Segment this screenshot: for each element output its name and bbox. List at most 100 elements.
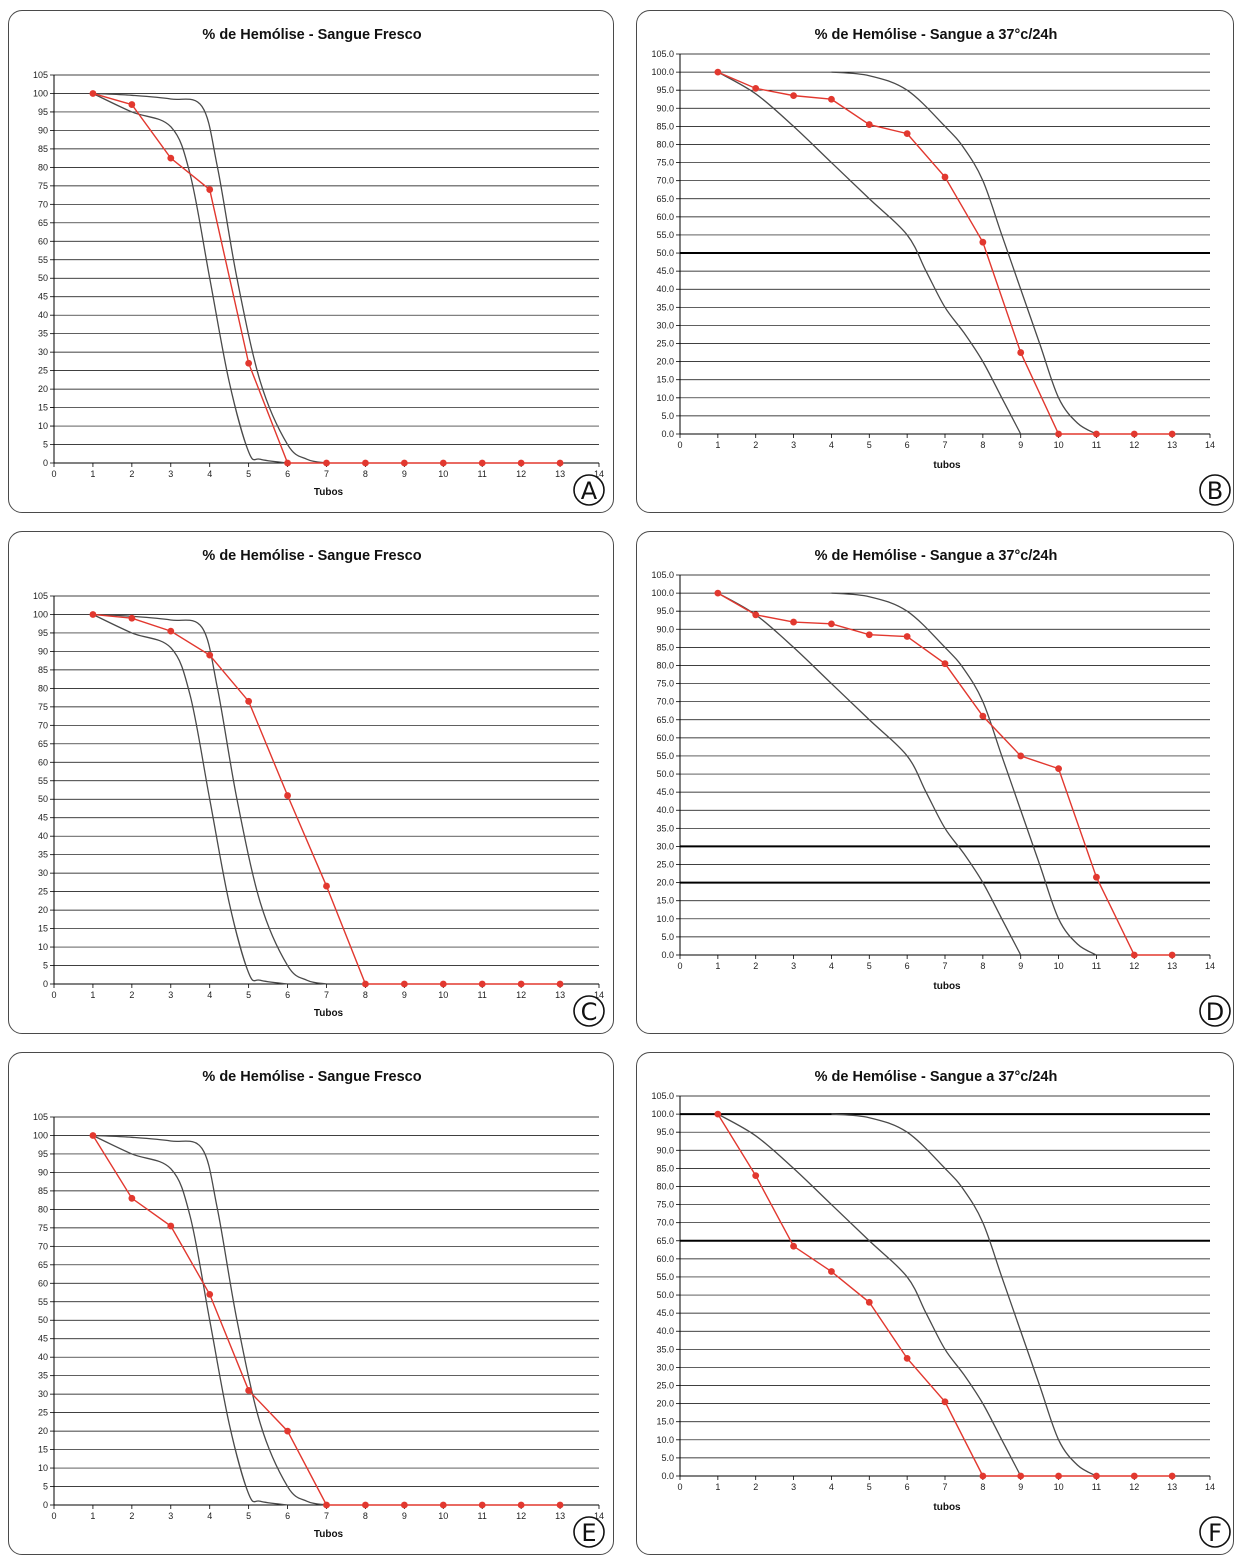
y-tick-label: 0	[43, 979, 48, 989]
x-tick-label: 12	[516, 1511, 526, 1521]
y-tick-label: 75	[38, 1223, 48, 1233]
x-tick-label: 2	[129, 990, 134, 1000]
x-tick-label: 2	[753, 961, 758, 971]
y-tick-label: 50.0	[656, 248, 674, 258]
x-tick-label: 1	[90, 1511, 95, 1521]
y-tick-label: 10	[38, 1463, 48, 1473]
panel-label: C	[581, 998, 598, 1026]
reference-curve-1	[92, 92, 288, 464]
y-tick-label: 80.0	[656, 1181, 674, 1191]
x-tick-label: 2	[129, 1511, 134, 1521]
y-tick-label: 60.0	[656, 733, 674, 743]
x-tick-label: 6	[285, 469, 290, 479]
x-tick-label: 3	[168, 469, 173, 479]
y-tick-label: 40.0	[656, 284, 674, 294]
y-tick-label: 105.0	[651, 49, 674, 59]
x-tick-label: 1	[90, 469, 95, 479]
y-tick-label: 105	[33, 70, 48, 80]
y-tick-label: 85.0	[656, 642, 674, 652]
data-point	[284, 459, 291, 467]
x-tick-label: 8	[980, 440, 985, 450]
panel-label: A	[581, 477, 598, 505]
data-point	[1130, 951, 1138, 959]
x-tick-label: 0	[677, 1482, 682, 1492]
data-point	[517, 459, 525, 467]
x-tick-label: 13	[1167, 1482, 1177, 1492]
x-axis-label: Tubos	[314, 1529, 344, 1540]
y-tick-label: 5.0	[661, 411, 674, 421]
x-tick-label: 6	[905, 1482, 910, 1492]
y-tick-label: 30.0	[656, 841, 674, 851]
panel-label: D	[1206, 998, 1224, 1026]
y-tick-label: 65.0	[656, 1236, 674, 1246]
x-tick-label: 5	[867, 1482, 872, 1492]
y-tick-label: 70	[38, 720, 48, 730]
y-tick-label: 60	[38, 1278, 48, 1288]
x-tick-label: 12	[1129, 440, 1139, 450]
data-point	[714, 68, 722, 76]
x-tick-label: 13	[1167, 440, 1177, 450]
data-point	[790, 618, 797, 626]
panel-label-circle	[573, 1516, 605, 1548]
y-tick-label: 40	[38, 831, 48, 841]
x-tick-label: 12	[516, 469, 526, 479]
y-tick-label: 95	[38, 1149, 48, 1159]
y-tick-label: 20.0	[656, 878, 674, 888]
y-tick-label: 95	[38, 107, 48, 117]
y-tick-label: 105	[33, 591, 48, 601]
reference-curve-1	[717, 592, 1022, 956]
data-point	[556, 1501, 564, 1509]
x-tick-label: 2	[753, 440, 758, 450]
y-tick-label: 45.0	[656, 1308, 674, 1318]
y-tick-label: 25	[38, 366, 48, 376]
y-tick-label: 25.0	[656, 1381, 674, 1391]
reference-curve-1	[717, 71, 1022, 435]
x-tick-label: 7	[324, 1511, 329, 1521]
y-tick-label: 45	[38, 292, 48, 302]
y-tick-label: 0.0	[661, 1471, 674, 1481]
data-point	[206, 186, 214, 193]
x-tick-label: 6	[285, 1511, 290, 1521]
data-point	[1168, 1472, 1176, 1480]
x-tick-label: 9	[402, 990, 407, 1000]
y-tick-label: 50.0	[656, 769, 674, 779]
y-tick-label: 90.0	[656, 1145, 674, 1155]
y-tick-label: 20	[38, 1426, 48, 1436]
y-tick-label: 20	[38, 905, 48, 915]
x-tick-label: 9	[1018, 961, 1023, 971]
data-point	[828, 95, 835, 103]
y-tick-label: 10	[38, 942, 48, 952]
chart-panel-e: % de Hemólise - Sangue Fresco 0 5 10 15 20 25 3…	[8, 1052, 614, 1555]
x-tick-label: 3	[791, 440, 796, 450]
y-tick-label: 85.0	[656, 1163, 674, 1173]
x-tick-label: 7	[942, 961, 947, 971]
panel-label: B	[1207, 477, 1223, 505]
reference-curve-1	[92, 613, 288, 985]
x-tick-label: 9	[1018, 440, 1023, 450]
y-tick-label: 10	[38, 421, 48, 431]
x-tick-label: 8	[980, 1482, 985, 1492]
chart-title: % de Hemólise - Sangue Fresco	[202, 1069, 421, 1085]
y-tick-label: 100.0	[651, 67, 674, 77]
y-tick-label: 75.0	[656, 158, 674, 168]
y-tick-label: 25	[38, 887, 48, 897]
data-point	[1055, 765, 1062, 773]
data-point	[941, 173, 949, 181]
chart-title: % de Hemólise - Sangue a 37°c/24h	[815, 27, 1058, 43]
x-tick-label: 11	[478, 469, 487, 479]
y-tick-label: 15.0	[656, 375, 674, 385]
x-axis-label: tubos	[933, 1502, 961, 1513]
x-tick-label: 10	[438, 1511, 448, 1521]
y-tick-label: 35.0	[656, 1344, 674, 1354]
x-tick-label: 9	[402, 469, 407, 479]
y-tick-label: 105.0	[651, 1091, 674, 1101]
y-tick-label: 70.0	[656, 1218, 674, 1228]
x-tick-label: 10	[1054, 1482, 1064, 1492]
y-tick-label: 45	[38, 1334, 48, 1344]
y-tick-label: 15	[38, 403, 48, 413]
data-point	[400, 459, 408, 467]
x-tick-label: 9	[1018, 1482, 1023, 1492]
y-tick-label: 40	[38, 310, 48, 320]
panel-label: E	[581, 1519, 596, 1547]
x-tick-label: 12	[516, 990, 526, 1000]
